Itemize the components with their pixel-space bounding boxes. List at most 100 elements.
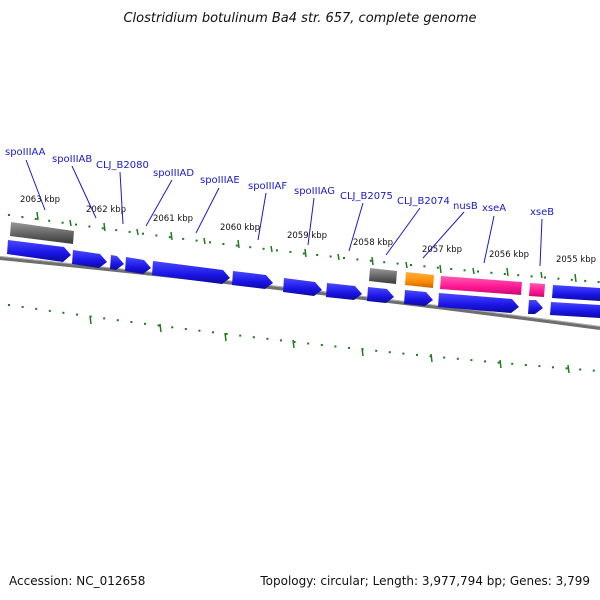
tick-dot: [538, 365, 541, 368]
gene-label-spoIIIAE[interactable]: spoIIIAE: [200, 175, 240, 186]
tick-dot: [168, 236, 171, 239]
tick-dot: [302, 252, 305, 255]
major-tick: [371, 256, 374, 266]
cds-arrow[interactable]: [552, 285, 600, 301]
tick-dot: [443, 356, 446, 359]
tick-dot: [142, 232, 144, 235]
major-tick: [170, 231, 173, 241]
tick-dot: [21, 306, 24, 308]
tick-label: 2062 kbp: [86, 205, 126, 215]
minor-tick: [540, 271, 543, 279]
major-tick: [574, 273, 577, 283]
minor-tick: [337, 253, 340, 261]
label-leaders: [25, 159, 543, 267]
tick-dot: [101, 227, 104, 230]
tick-dot: [62, 311, 65, 314]
gene-feature-gray[interactable]: [369, 268, 397, 284]
accession-label: Accession: NC_012658: [9, 574, 146, 588]
tick-dot: [383, 261, 386, 264]
gene-feature-pink[interactable]: [440, 276, 522, 295]
tick-label: 2061 kbp: [153, 214, 193, 224]
tick-dot: [592, 369, 595, 372]
gene-feature-gray[interactable]: [10, 222, 74, 244]
tick-dot: [266, 337, 269, 340]
cds-arrow[interactable]: [7, 240, 71, 262]
tick-dot: [212, 331, 214, 334]
cds-arrow[interactable]: [72, 250, 107, 268]
tick-dot: [35, 307, 38, 310]
tick-dot: [570, 278, 573, 281]
tick-dot: [348, 346, 350, 349]
tick-dot: [222, 243, 225, 245]
tick-dot: [410, 264, 412, 266]
inner-tick-ring: [8, 304, 595, 372]
gene-label-spoIIIAG[interactable]: spoIIIAG: [294, 186, 335, 197]
tick-label: 2056 kbp: [489, 250, 529, 260]
tick-dot: [262, 247, 265, 250]
cds-arrow[interactable]: [283, 278, 322, 296]
gene-label-clj-b2080[interactable]: CLJ_B2080: [96, 160, 149, 171]
cds-arrow[interactable]: [232, 271, 273, 289]
tick-dot: [21, 216, 24, 218]
tick-dot: [252, 336, 255, 339]
gene-labels: spoIIIAA spoIIIAB CLJ_B2080 spoIIIAD spo…: [5, 147, 554, 218]
cds-arrow[interactable]: [550, 302, 600, 318]
cds-arrow[interactable]: [404, 290, 433, 306]
gene-label-xseB[interactable]: xseB: [530, 207, 554, 218]
minor-tick: [270, 245, 273, 253]
cds-arrow[interactable]: [110, 255, 124, 270]
major-tick: [439, 264, 442, 274]
cds-arrow[interactable]: [367, 287, 394, 303]
cds-arrow[interactable]: [125, 257, 151, 274]
inner-scale-ticks: [89, 315, 570, 374]
gene-feature-pink[interactable]: [529, 283, 545, 297]
tick-dot: [490, 271, 493, 274]
outer-tick-ring: [8, 214, 600, 283]
tick-dot: [276, 249, 278, 252]
tick-dot: [239, 334, 242, 337]
minor-tick: [136, 228, 139, 236]
tick-dot: [209, 241, 211, 244]
tick-dot: [388, 351, 391, 354]
tick-dot: [565, 367, 568, 370]
tick-dot: [280, 339, 282, 342]
cds-arrow[interactable]: [438, 293, 519, 313]
gene-label-xseA[interactable]: xseA: [482, 203, 506, 214]
gene-label-clj-b2075[interactable]: CLJ_B2075: [340, 191, 393, 202]
cds-features: [7, 240, 600, 318]
major-tick: [506, 267, 509, 277]
tick-dot: [182, 237, 185, 240]
tick-dot: [34, 217, 37, 220]
tick-dot: [48, 309, 51, 312]
tick-dot: [530, 275, 533, 278]
tick-label: 2057 kbp: [422, 245, 462, 255]
gene-label-clj-b2074[interactable]: CLJ_B2074: [397, 196, 450, 207]
major-tick: [36, 211, 39, 221]
cds-arrow[interactable]: [326, 283, 362, 300]
tick-dot: [334, 345, 337, 348]
cds-arrow[interactable]: [152, 261, 230, 284]
tick-dot: [75, 223, 77, 226]
tick-dot: [130, 321, 133, 323]
gene-label-spoIIIAB[interactable]: spoIIIAB: [52, 154, 92, 165]
tick-dot: [316, 254, 319, 256]
tick-dot: [293, 340, 296, 343]
gene-feature-orange[interactable]: [405, 272, 434, 288]
tick-dot: [463, 269, 466, 272]
tick-dot: [128, 230, 131, 233]
tick-dot: [517, 274, 520, 277]
tick-dot: [88, 225, 91, 228]
tick-label: 2060 kbp: [220, 223, 260, 233]
tick-label: 2063 kbp: [20, 195, 60, 205]
tick-dot: [8, 214, 10, 216]
tick-dot: [450, 268, 453, 270]
gene-label-spoIIIAF[interactable]: spoIIIAF: [248, 181, 287, 192]
minor-tick: [69, 219, 72, 227]
cds-arrow[interactable]: [528, 300, 543, 314]
tick-dot: [225, 333, 228, 335]
tick-dot: [584, 279, 587, 282]
gene-label-spoIIIAA[interactable]: spoIIIAA: [5, 147, 46, 158]
gene-label-spoIIIAD[interactable]: spoIIIAD: [153, 168, 194, 179]
gene-label-nusB[interactable]: nusB: [453, 201, 478, 212]
tick-dot: [103, 317, 106, 320]
